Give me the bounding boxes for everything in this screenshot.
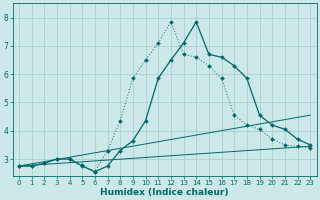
X-axis label: Humidex (Indice chaleur): Humidex (Indice chaleur) <box>100 188 229 197</box>
